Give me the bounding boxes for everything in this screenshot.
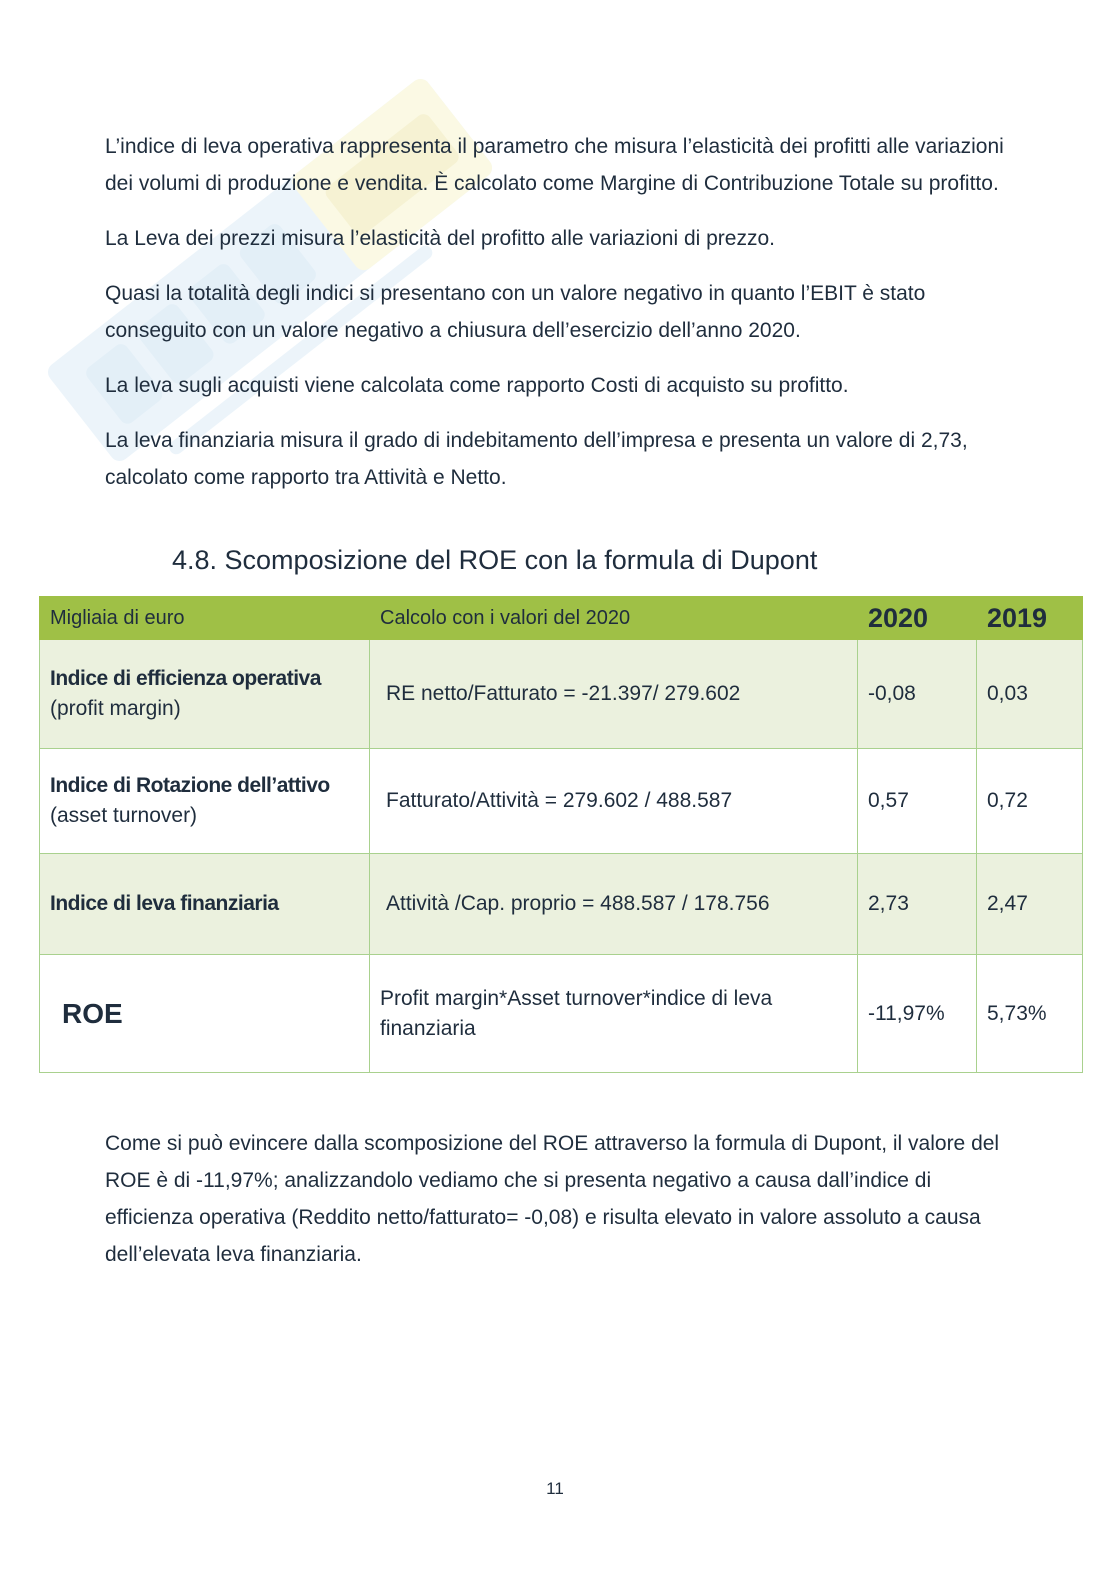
paragraph-leva-acquisti: La leva sugli acquisti viene calcolata c…: [105, 374, 849, 397]
calc-cell: Attività /Cap. proprio = 488.587 / 178.7…: [369, 853, 858, 955]
paragraph-leva-finanziaria: La leva finanziaria misura il grado di i…: [105, 429, 968, 489]
page-content: L’indice di leva operativa rappresenta i…: [39, 135, 1083, 1266]
page-number: 11: [546, 1479, 564, 1498]
table-row: Indice di Rotazione dell’attivo (asset tu…: [39, 748, 1083, 854]
paragraph-totalita-indici: Quasi la totalità degli indici si presen…: [105, 282, 926, 342]
value-2019: 5,73%: [976, 954, 1083, 1073]
header-cell: 2020: [857, 596, 977, 640]
value-2020: 0,57: [857, 748, 977, 854]
table-header-row: Migliaia di euro Calcolo con i valori de…: [39, 596, 1083, 640]
value-2020: -11,97%: [857, 954, 977, 1073]
calc-cell: Fatturato/Attività = 279.602 / 488.587: [369, 748, 858, 854]
calc-cell: RE netto/Fatturato = -21.397/ 279.602: [369, 639, 858, 749]
row-label: Indice di leva finanziaria: [50, 892, 279, 915]
table-row: ROE Profit margin*Asset turnover*indice …: [39, 954, 1083, 1073]
value-2020: 2,73: [857, 853, 977, 955]
value-2019: 0,03: [976, 639, 1083, 749]
header-cell: Calcolo con i valori del 2020: [369, 596, 858, 640]
header-cell: Migliaia di euro: [39, 596, 370, 640]
calc-cell: Profit margin*Asset turnover*indice di l…: [369, 954, 858, 1073]
value-2019: 0,72: [976, 748, 1083, 854]
table-row: Indice di leva finanziaria Attività /Cap…: [39, 853, 1083, 955]
value-2019: 2,47: [976, 853, 1083, 955]
row-sublabel: (asset turnover): [50, 804, 198, 827]
header-cell: 2019: [976, 596, 1083, 640]
section-title: 4.8. Scomposizione del ROE con la formul…: [172, 545, 818, 575]
conclusion-paragraph: Come si può evincere dalla scomposizione…: [105, 1132, 1000, 1266]
table-row: Indice di efficienza operativa (profit ma…: [39, 639, 1083, 749]
paragraph-leva-operativa: L’indice di leva operativa rappresenta i…: [105, 135, 1004, 195]
row-label: Indice di Rotazione dell’attivo: [50, 774, 330, 797]
dupont-table: Migliaia di euro Calcolo con i valori de…: [39, 596, 1083, 1073]
paragraph-leva-prezzi: La Leva dei prezzi misura l’elasticità d…: [105, 227, 775, 250]
row-sublabel: (profit margin): [50, 697, 181, 720]
row-label: Indice di efficienza operativa: [50, 667, 321, 690]
value-2020: -0,08: [857, 639, 977, 749]
row-label: ROE: [39, 954, 370, 1073]
